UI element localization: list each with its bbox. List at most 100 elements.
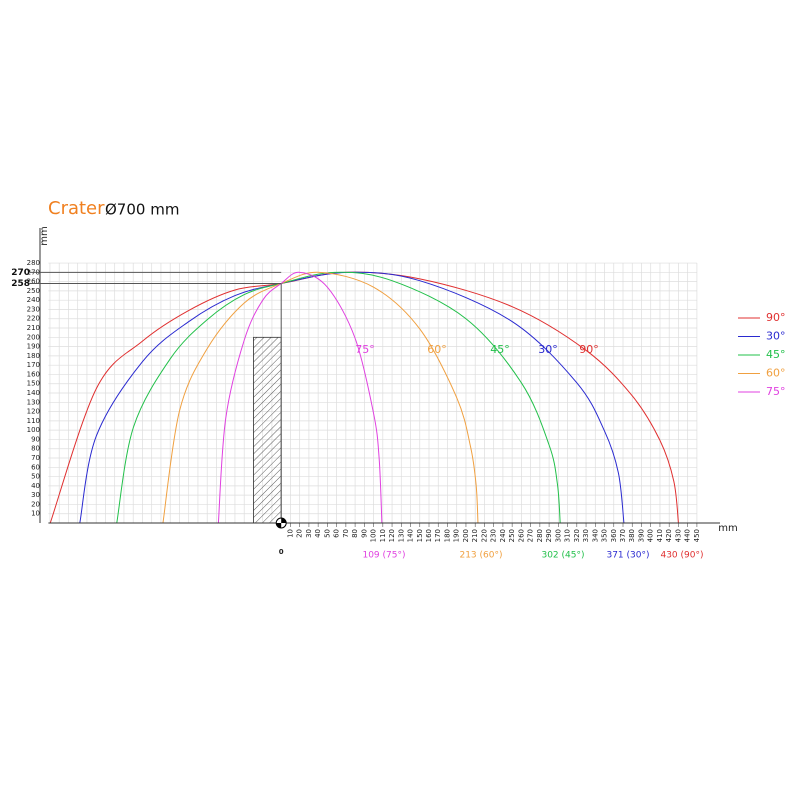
curve-label: 75° (355, 343, 375, 356)
x-tick-label: 100 (370, 529, 378, 542)
curve-label: 90° (579, 343, 599, 356)
end-label: 109 (75°) (362, 551, 405, 561)
x-tick-label: 60 (333, 529, 341, 538)
x-tick-label: 450 (693, 529, 701, 542)
y-tick-label: 80 (31, 445, 40, 453)
y-tick-label: 30 (31, 491, 40, 499)
x-tick-label: 10 (286, 529, 294, 538)
x-tick-label: 150 (416, 529, 424, 542)
x-tick-label: 110 (379, 529, 387, 542)
y-axis-label: mm (39, 226, 50, 245)
y-tick-label: 100 (27, 426, 40, 434)
y-tick-label: 240 (27, 296, 40, 304)
y-tick-label: 130 (27, 398, 40, 406)
x-tick-label: 410 (656, 529, 664, 542)
x-tick-label: 440 (684, 529, 692, 542)
x-tick-label: 20 (296, 529, 304, 538)
x-tick-label: 130 (397, 529, 405, 542)
x-tick-label: 250 (508, 529, 516, 542)
x-axis-label: mm (718, 523, 737, 534)
y-tick-label: 110 (27, 417, 40, 425)
y-tick-label: 210 (27, 324, 40, 332)
y-tick-label: 230 (27, 305, 40, 313)
curve (217, 271, 383, 524)
x-tick-label: 320 (573, 529, 581, 542)
y-tick-label: 10 (31, 510, 40, 518)
y-tick-label: 140 (27, 389, 40, 397)
x-tick-label: 300 (554, 529, 562, 542)
y-tick-label: 200 (27, 333, 40, 341)
legend-label: 60° (766, 367, 786, 380)
x-tick-label: 340 (591, 529, 599, 542)
y-tick-label: 40 (31, 482, 40, 490)
y-tick-label: 280 (27, 259, 40, 267)
x-tick-label: 50 (323, 529, 331, 538)
x-tick-label: 210 (471, 529, 479, 542)
x-tick-label: 140 (407, 529, 415, 542)
x-tick-label: 310 (564, 529, 572, 542)
y-tick-label: 60 (31, 463, 40, 471)
end-label: 430 (90°) (660, 551, 703, 561)
x-tick-label: 360 (610, 529, 618, 542)
x-tick-label: 200 (462, 529, 470, 542)
end-label: 371 (30°) (606, 551, 649, 561)
x-tick-label: 390 (637, 529, 645, 542)
x-tick-label: 280 (536, 529, 544, 542)
y-tick-label: 190 (27, 343, 40, 351)
x-tick-label: 170 (434, 529, 442, 542)
x-tick-label: 350 (601, 529, 609, 542)
end-label: 302 (45°) (541, 551, 584, 561)
x-tick-label: 260 (517, 529, 525, 542)
x-tick-label: 160 (425, 529, 433, 542)
legend-label: 45° (766, 348, 786, 361)
curve-label: 45° (490, 343, 510, 356)
y-tick-label: 50 (31, 473, 40, 481)
x-tick-label: 190 (453, 529, 461, 542)
x-tick-label: 70 (342, 529, 350, 538)
end-label: 213 (60°) (459, 551, 502, 561)
x-tick-label: 90 (360, 529, 368, 538)
y-tick-label: 20 (31, 500, 40, 508)
x-tick-label: 220 (480, 529, 488, 542)
curve (79, 271, 625, 524)
ref-label: 258 (11, 279, 30, 289)
x-tick-label: 40 (314, 529, 322, 538)
curve (116, 271, 561, 524)
y-tick-label: 90 (31, 435, 40, 443)
chart-title: Crater (48, 198, 105, 219)
y-tick-label: 180 (27, 352, 40, 360)
legend-label: 30° (766, 330, 786, 343)
y-tick-label: 160 (27, 370, 40, 378)
x-tick-label: 380 (628, 529, 636, 542)
curve (162, 271, 479, 524)
origin-label: 0 (279, 548, 284, 556)
x-tick-label: 120 (388, 529, 396, 542)
x-tick-label: 80 (351, 529, 359, 538)
x-tick-label: 290 (545, 529, 553, 542)
y-tick-label: 70 (31, 454, 40, 462)
y-tick-label: 260 (27, 278, 40, 286)
legend-label: 75° (766, 385, 786, 398)
y-tick-label: 170 (27, 361, 40, 369)
x-tick-label: 330 (582, 529, 590, 542)
x-tick-label: 270 (527, 529, 535, 542)
x-tick-label: 240 (499, 529, 507, 542)
x-tick-label: 420 (665, 529, 673, 542)
curve-label: 60° (427, 343, 447, 356)
x-tick-label: 400 (647, 529, 655, 542)
y-tick-label: 220 (27, 315, 40, 323)
origin-marker (276, 518, 287, 528)
x-tick-label: 370 (619, 529, 627, 542)
x-tick-label: 180 (443, 529, 451, 542)
x-tick-label: 430 (674, 529, 682, 542)
chart-subtitle: Ø700 mm (105, 201, 179, 219)
x-tick-label: 230 (490, 529, 498, 542)
y-tick-label: 150 (27, 380, 40, 388)
obstacle (253, 336, 282, 524)
y-tick-label: 250 (27, 287, 40, 295)
x-tick-label: 30 (305, 529, 313, 538)
ref-label: 270 (11, 268, 30, 278)
curve-label: 30° (538, 343, 558, 356)
legend-label: 90° (766, 311, 786, 324)
